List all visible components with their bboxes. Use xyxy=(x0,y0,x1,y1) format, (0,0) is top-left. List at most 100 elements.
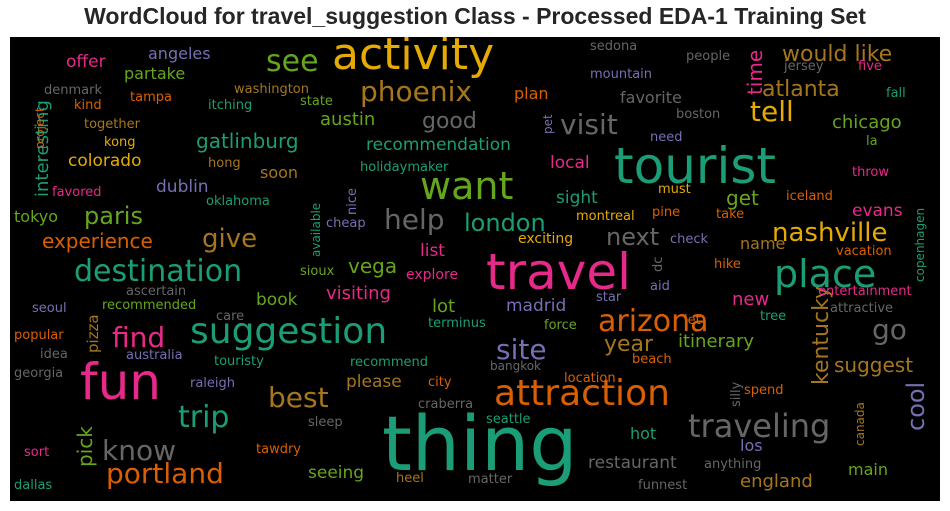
word-idea: idea xyxy=(40,347,68,362)
word-los: los xyxy=(740,436,763,455)
word-tampa: tampa xyxy=(130,90,172,105)
word-force: force xyxy=(544,318,577,333)
word-see: see xyxy=(266,44,319,79)
word-holidaymaker: holidaymaker xyxy=(360,160,449,175)
word-activity: activity xyxy=(332,37,494,80)
word-sort: sort xyxy=(24,445,49,460)
word-recommended: recommended xyxy=(102,298,196,313)
word-please: please xyxy=(346,372,402,392)
word-kong: kong xyxy=(104,135,136,150)
word-hong: hong xyxy=(208,156,241,171)
word-nice: nice xyxy=(345,188,360,215)
word-tokyo: tokyo xyxy=(14,207,58,226)
word-touristy: touristy xyxy=(214,354,264,369)
word-book: book xyxy=(256,290,298,310)
word-paris: paris xyxy=(84,202,143,230)
word-star: star xyxy=(596,290,622,305)
word-arizona: arizona xyxy=(598,304,709,339)
word-madrid: madrid xyxy=(506,296,566,316)
word-experience: experience xyxy=(42,229,153,253)
word-bangkok: bangkok xyxy=(490,359,541,373)
word-go: go xyxy=(872,313,907,346)
word-offer: offer xyxy=(66,52,106,72)
word-seeing: seeing xyxy=(308,463,364,483)
word-list: list xyxy=(420,241,445,261)
word-place: place xyxy=(774,252,876,296)
word-terminus: terminus xyxy=(428,316,486,331)
word-travel: travel xyxy=(486,243,631,301)
word-interesting: interesting xyxy=(32,100,53,197)
word-need: need xyxy=(650,130,683,145)
word-pizza: pizza xyxy=(84,314,102,353)
word-georgia: georgia xyxy=(14,366,63,381)
word-traveling: traveling xyxy=(688,407,830,445)
word-boston: boston xyxy=(676,107,720,122)
word-craberra: craberra xyxy=(418,397,473,412)
word-austin: austin xyxy=(320,109,375,130)
word-oklahoma: oklahoma xyxy=(206,194,270,209)
word-fun: fun xyxy=(80,353,161,411)
word-vega: vega xyxy=(348,254,397,278)
word-phoenix: phoenix xyxy=(360,75,472,108)
word-washington: washington xyxy=(234,82,309,97)
word-suggestion: suggestion xyxy=(190,311,387,352)
word-london: london xyxy=(464,209,546,237)
word-site: site xyxy=(496,333,547,366)
word-attractive: attractive xyxy=(830,301,893,316)
word-sioux: sioux xyxy=(300,264,335,279)
word-must: must xyxy=(658,182,691,197)
wordcloud-canvas: thing tourist travel fun activity suggestion a… xyxy=(10,37,940,501)
word-dublin: dublin xyxy=(156,177,209,197)
word-sedona: sedona xyxy=(590,39,637,54)
word-gatlinburg: gatlinburg xyxy=(196,129,299,153)
word-seoul: seoul xyxy=(32,301,67,316)
word-nashville: nashville xyxy=(772,218,888,248)
word-denmark: denmark xyxy=(44,83,102,98)
word-local: local xyxy=(550,153,590,173)
word-recommendation: recommendation xyxy=(366,135,511,155)
word-vacation: vacation xyxy=(836,244,892,259)
word-chicago: chicago xyxy=(832,112,902,133)
word-pick: pick xyxy=(73,426,97,467)
word-get: get xyxy=(726,186,759,210)
word-favorite: favorite xyxy=(620,88,682,107)
word-cheap: cheap xyxy=(326,216,366,231)
word-tell: tell xyxy=(750,95,794,128)
word-england: england xyxy=(740,471,813,492)
word-fall: fall xyxy=(886,86,906,101)
word-itching: itching xyxy=(208,98,252,113)
word-year: year xyxy=(604,332,654,357)
word-tree: tree xyxy=(760,309,786,324)
wordcloud-svg: thing tourist travel fun activity suggestion a… xyxy=(14,37,930,493)
word-la: la xyxy=(866,134,878,149)
word-partake: partake xyxy=(124,64,185,83)
word-ascertain: ascertain xyxy=(126,284,186,299)
word-portland: portland xyxy=(106,457,224,490)
word-anything: anything xyxy=(704,457,761,472)
word-plan: plan xyxy=(514,84,549,103)
word-entertainment: entertainment xyxy=(818,284,912,299)
word-seattle: seattle xyxy=(486,412,531,427)
word-time: time xyxy=(743,50,767,95)
word-angeles: angeles xyxy=(148,44,211,63)
word-exciting: exciting xyxy=(518,231,573,247)
word-would-like: would like xyxy=(782,42,892,67)
word-kind: kind xyxy=(74,98,102,113)
word-favored: favored xyxy=(52,185,102,200)
word-sleep: sleep xyxy=(308,415,343,430)
word-name: name xyxy=(740,234,785,253)
word-cool: cool xyxy=(902,382,930,431)
word-mountain: mountain xyxy=(590,67,652,82)
word-copenhagen: copenhagen xyxy=(913,208,927,282)
word-throw: throw xyxy=(852,165,889,180)
word-kentucky: kentucky xyxy=(809,286,834,385)
chart-title: WordCloud for travel_suggestion Class - … xyxy=(84,3,866,29)
word-iceland: iceland xyxy=(786,189,833,204)
word-matter: matter xyxy=(468,472,513,487)
word-next: next xyxy=(606,223,659,251)
word-funnest: funnest xyxy=(638,478,687,493)
word-available: available xyxy=(309,203,323,257)
word-heel: heel xyxy=(396,471,424,486)
word-give: give xyxy=(202,224,257,254)
word-trip: trip xyxy=(178,400,229,435)
